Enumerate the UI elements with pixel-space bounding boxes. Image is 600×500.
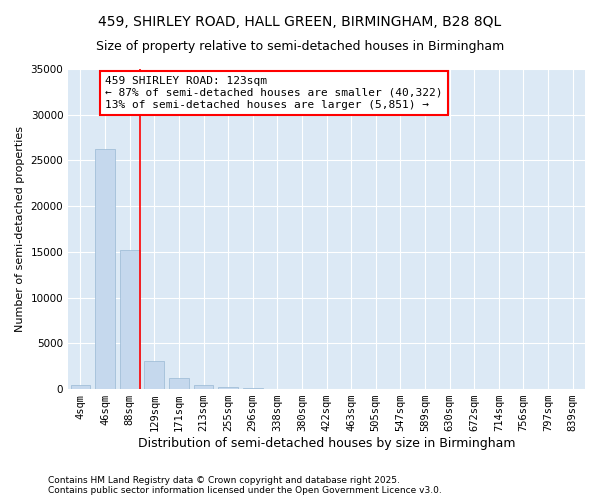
Bar — [218, 387, 238, 389]
Bar — [120, 250, 140, 389]
Bar — [145, 360, 164, 389]
Y-axis label: Number of semi-detached properties: Number of semi-detached properties — [15, 126, 25, 332]
Bar — [194, 385, 214, 389]
X-axis label: Distribution of semi-detached houses by size in Birmingham: Distribution of semi-detached houses by … — [138, 437, 515, 450]
Text: 459, SHIRLEY ROAD, HALL GREEN, BIRMINGHAM, B28 8QL: 459, SHIRLEY ROAD, HALL GREEN, BIRMINGHA… — [98, 15, 502, 29]
Bar — [95, 150, 115, 389]
Text: Contains HM Land Registry data © Crown copyright and database right 2025.
Contai: Contains HM Land Registry data © Crown c… — [48, 476, 442, 495]
Text: Size of property relative to semi-detached houses in Birmingham: Size of property relative to semi-detach… — [96, 40, 504, 53]
Text: 459 SHIRLEY ROAD: 123sqm
← 87% of semi-detached houses are smaller (40,322)
13% : 459 SHIRLEY ROAD: 123sqm ← 87% of semi-d… — [105, 76, 443, 110]
Bar — [169, 378, 189, 389]
Bar — [243, 388, 263, 389]
Bar — [71, 385, 91, 389]
